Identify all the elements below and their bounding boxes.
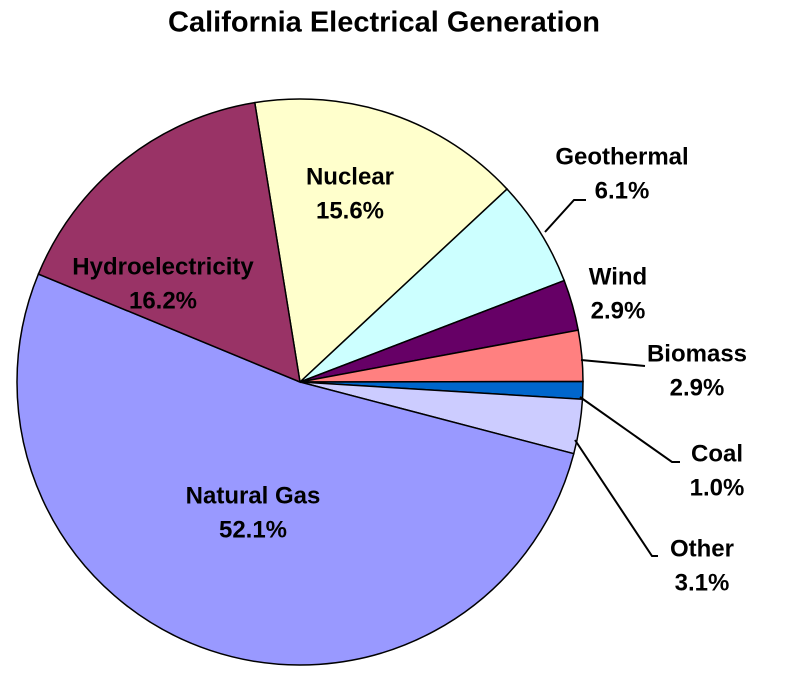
leader-line: [574, 439, 658, 557]
slice-label: Nuclear: [306, 163, 394, 190]
slice-label: Hydroelectricity: [72, 253, 254, 280]
value-label: 15.6%: [316, 197, 384, 224]
chart-title: California Electrical Generation: [168, 7, 600, 39]
slice-label: Biomass: [647, 340, 747, 367]
slice-label: Natural Gas: [186, 482, 321, 509]
value-label: 52.1%: [219, 516, 287, 543]
leader-line: [544, 199, 586, 233]
leader-line: [579, 396, 680, 463]
leader-line: [580, 359, 646, 367]
value-label: 3.1%: [675, 569, 730, 596]
value-label: 16.2%: [129, 287, 197, 314]
pie-slice: [253, 98, 509, 384]
value-label: 6.1%: [595, 177, 650, 204]
slice-label: Other: [670, 535, 734, 562]
slice-label: Wind: [589, 263, 647, 290]
leader-lines: [544, 199, 680, 557]
value-label: 1.0%: [690, 474, 745, 501]
value-label: 2.9%: [670, 374, 725, 401]
value-label: 2.9%: [591, 297, 646, 324]
slice-label: Coal: [691, 440, 743, 467]
pie-slice: [37, 101, 301, 384]
slice-label: Geothermal: [555, 143, 688, 170]
pie-slice: [16, 273, 575, 666]
